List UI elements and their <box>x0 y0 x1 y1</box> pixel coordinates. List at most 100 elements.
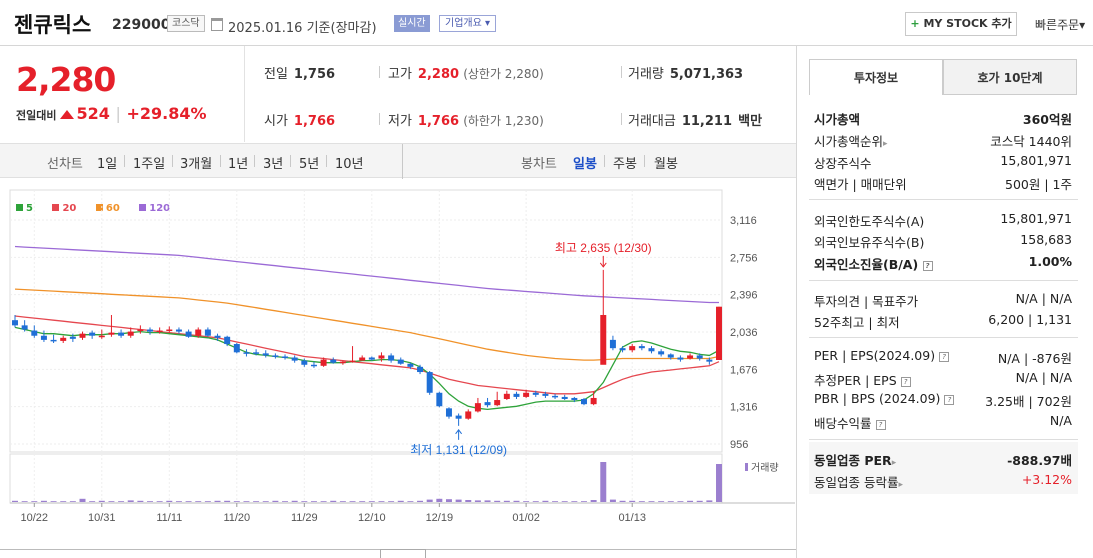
candle-body <box>60 337 67 341</box>
tab-invest-info[interactable]: 투자정보 <box>809 59 943 95</box>
help-icon[interactable]: ? <box>939 351 950 362</box>
high-price: 고가 2,280 (상한가 2,280) <box>388 67 544 82</box>
volume-bar <box>40 500 47 502</box>
volume-frame <box>9 453 723 504</box>
volume-bar <box>580 501 587 502</box>
candle-body <box>638 346 645 349</box>
candle-body <box>445 408 452 417</box>
candle-body <box>503 393 510 399</box>
low-annotation: 최저 1,131 (12/09) <box>410 443 507 457</box>
period-1y[interactable]: 1년 <box>228 157 249 172</box>
week52-row: 52주최고 | 최저 6,200 | 1,131 <box>814 312 1072 330</box>
volume: 거래량 5,071,363 <box>628 67 744 82</box>
candle-body <box>542 393 549 396</box>
volume-bar <box>156 501 163 502</box>
help-icon[interactable]: ? <box>900 376 911 387</box>
volume-bar <box>166 500 173 502</box>
calendar-icon <box>211 18 223 31</box>
candle-body <box>571 397 578 401</box>
candle-body <box>40 335 47 340</box>
volume-bar <box>98 500 105 502</box>
up-arrow-icon <box>60 110 75 119</box>
candle-body <box>580 398 587 405</box>
period-1w[interactable]: 1주일 <box>133 157 166 172</box>
candle-body <box>378 355 385 359</box>
candle-body <box>89 332 96 336</box>
candle-monthly[interactable]: 월봉 <box>654 157 678 172</box>
company-info-dropdown[interactable]: 기업개요 ▾ <box>439 15 497 32</box>
candle-body <box>79 333 86 338</box>
period-10y[interactable]: 10년 <box>335 157 364 172</box>
candle-body <box>243 352 250 354</box>
volume-bar <box>619 500 626 502</box>
candle-body <box>69 336 76 339</box>
x-tick-label: 01/13 <box>618 512 646 524</box>
volume-bar <box>706 500 713 502</box>
market-cap-rank-row[interactable]: 시가총액순위▸ 코스닥 1440위 <box>814 134 1072 149</box>
candle-body <box>214 335 221 338</box>
candle-body <box>609 339 616 349</box>
period-3m[interactable]: 3개월 <box>180 157 213 172</box>
foreign-limit-row: 외국인한도주식수(A) 15,801,971 <box>814 211 1072 229</box>
legend-ma5: 5 <box>16 203 41 214</box>
candle-chart-label: 봉차트 <box>521 157 557 172</box>
volume-bar <box>214 500 221 502</box>
candle-body <box>513 393 520 397</box>
x-tick-label: 12/19 <box>426 512 454 524</box>
volume-bar <box>542 500 549 502</box>
sector-per-row: 동일업종 PER▸ -888.97배 <box>814 453 1072 468</box>
volume-bar <box>330 500 337 502</box>
candle-body <box>21 325 28 330</box>
volume-bar <box>436 498 443 502</box>
add-mystock-button[interactable]: + MY STOCK 추가 <box>905 12 1017 36</box>
candle-body <box>204 329 211 336</box>
quick-order-button[interactable]: 빠른주문▾ <box>1035 18 1086 32</box>
candle-body <box>648 348 655 352</box>
period-1d[interactable]: 1일 <box>97 157 118 172</box>
help-icon[interactable]: ? <box>875 419 886 430</box>
dividend-row: 배당수익률 ? N/A <box>814 413 1072 431</box>
volume-bar <box>368 501 375 502</box>
candle-body <box>118 332 125 336</box>
help-icon[interactable]: ? <box>922 260 933 271</box>
candle-body <box>301 360 308 365</box>
volume-bar <box>667 501 674 502</box>
price-summary: 2,280 전일대비 524 | +29.84% <box>0 46 245 142</box>
tab-orderbook[interactable]: 호가 10단계 <box>943 59 1077 95</box>
volume-bar <box>600 462 607 502</box>
x-tick-label: 11/29 <box>291 512 318 524</box>
candle-body <box>426 372 433 393</box>
collapse-toggle[interactable] <box>380 549 426 558</box>
foreign-ratio-row: 외국인소진율(B/A) ? 1.00% <box>814 254 1072 272</box>
candle-weekly[interactable]: 주봉 <box>613 157 637 172</box>
volume-bar <box>31 501 38 502</box>
price-chart[interactable]: 3,116 2,756 2,396 2,036 1,676 1,316 956 10/22 10… <box>0 0 796 548</box>
period-5y[interactable]: 5년 <box>299 157 320 172</box>
high-arrow-icon <box>599 262 607 268</box>
sector-change-row[interactable]: 동일업종 등락률▸ +3.12% <box>814 472 1072 490</box>
help-icon[interactable]: ? <box>944 394 955 405</box>
est-per-row: 추정PER | EPS ? N/A | N/A <box>814 370 1072 388</box>
line-chart-label: 선차트 <box>47 157 83 172</box>
candle-body <box>12 320 18 326</box>
trade-value: 거래대금 11,211 백만 <box>628 114 763 129</box>
candle-body <box>50 339 57 342</box>
candle-body <box>282 356 289 358</box>
candle-body <box>590 397 597 405</box>
candle-body <box>127 331 134 336</box>
volume-bar <box>417 500 424 502</box>
volume-bar <box>523 501 530 502</box>
ma-legend: 5 20 60 120 <box>16 203 186 214</box>
candle-body <box>600 314 607 365</box>
candle-body <box>436 392 443 407</box>
period-3y[interactable]: 3년 <box>263 157 284 172</box>
volume-bar <box>147 501 154 502</box>
candle-body <box>31 330 38 336</box>
candle-daily[interactable]: 일봉 <box>573 157 597 172</box>
realtime-button[interactable]: 실시간 <box>394 15 430 32</box>
candle-body <box>397 359 404 364</box>
volume-bar <box>532 501 539 502</box>
volume-bar <box>282 501 289 502</box>
volume-legend: 거래량 <box>751 462 779 474</box>
plot-frame <box>9 189 723 453</box>
